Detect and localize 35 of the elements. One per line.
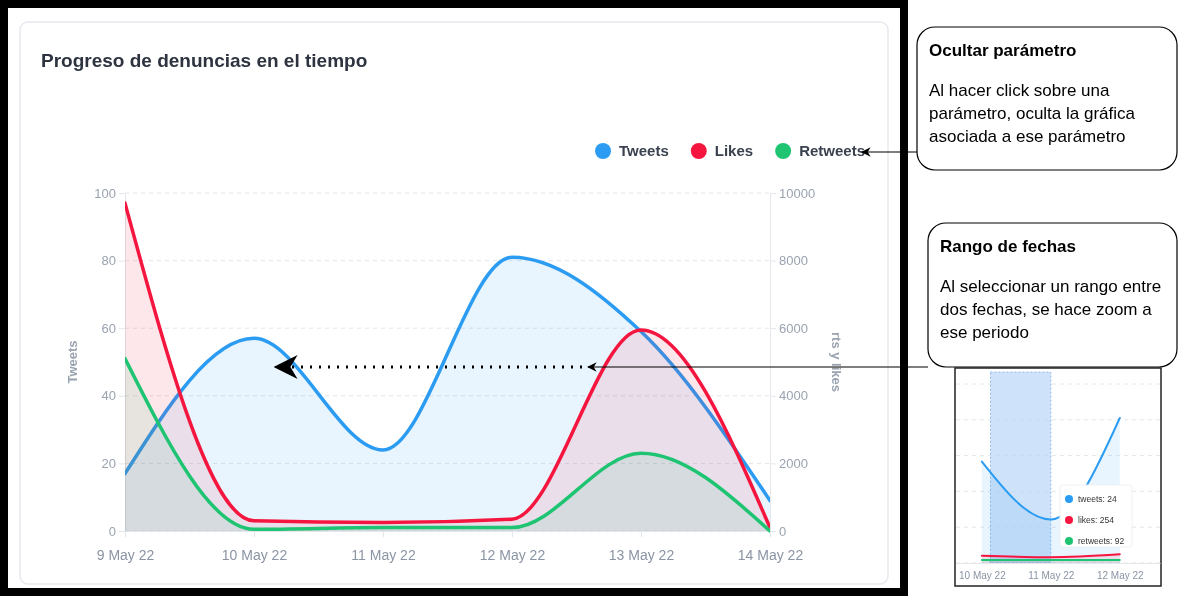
text: Al seleccionar un rango entre dos fechas, se hace zoom a ese periodo xyxy=(940,277,1162,342)
y-tick-label: 0 xyxy=(108,523,116,539)
text: Al hacer click sobre una parámetro, oculta la gráfica asociada a ese parámetro xyxy=(929,81,1136,146)
y2-tick-label: 10000 xyxy=(779,185,816,201)
legend-label: Retweets xyxy=(799,142,865,159)
chart-title: Progreso de denuncias en el tiempo xyxy=(41,50,368,71)
y-tick-label: 40 xyxy=(101,388,116,404)
y-tick-label: 60 xyxy=(101,320,116,336)
y-tick-label: 100 xyxy=(94,185,116,201)
y-tick-label: 20 xyxy=(101,456,116,472)
x-tick-label: 10 May 22 xyxy=(221,546,288,563)
text: Ocultar parámetro xyxy=(929,41,1077,60)
tooltip: tweets: 24 likes: 254 retweets: 92 xyxy=(1059,484,1133,548)
y-tick-label: 80 xyxy=(101,253,116,269)
y2-tick-label: 0 xyxy=(779,523,787,539)
x-tick-label: 11 May 22 xyxy=(1028,570,1075,581)
legend-label: Tweets xyxy=(619,142,669,159)
annotation: tweets: 24 xyxy=(1078,494,1118,504)
y-axis-title: Tweets xyxy=(65,340,80,384)
annotation: likes: 254 xyxy=(1078,515,1115,525)
y2-axis-title: rts y likes xyxy=(829,332,844,392)
y2-tick-label: 2000 xyxy=(779,456,808,472)
x-tick-label: 14 May 22 xyxy=(737,546,804,563)
text: Rango de fechas xyxy=(940,237,1077,256)
x-tick-label: 12 May 22 xyxy=(479,546,546,563)
y2-tick-label: 8000 xyxy=(779,253,808,269)
legend-label: Likes xyxy=(714,142,754,159)
annotation: retweets: 92 xyxy=(1078,536,1125,546)
x-tick-label: 10 May 22 xyxy=(959,570,1007,581)
x-tick-label: 11 May 22 xyxy=(351,546,416,563)
y2-tick-label: 6000 xyxy=(779,320,808,336)
x-tick-label: 13 May 22 xyxy=(608,546,675,563)
x-tick-label: 12 May 22 xyxy=(1096,570,1145,581)
y2-tick-label: 4000 xyxy=(779,388,808,404)
x-tick-label: 9 May 22 xyxy=(96,546,155,563)
